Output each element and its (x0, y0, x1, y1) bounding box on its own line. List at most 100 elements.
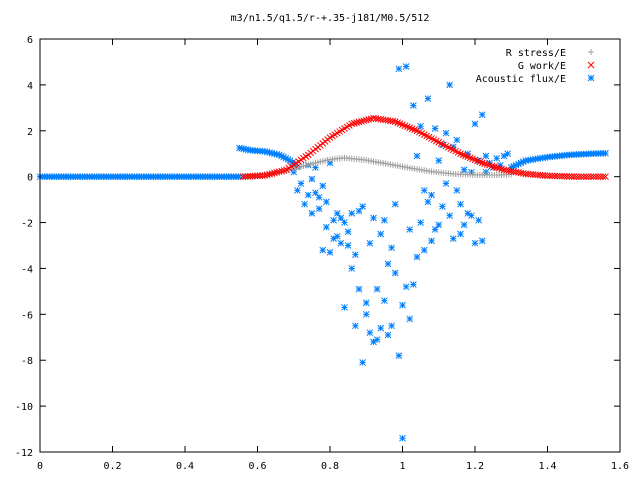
data-point (377, 324, 385, 332)
y-tick-label: 6 (27, 35, 33, 46)
data-point (326, 249, 334, 256)
data-point (482, 152, 490, 160)
data-point (391, 200, 399, 208)
data-point (580, 173, 588, 181)
legend-label: R stress/E (506, 48, 566, 59)
data-point (402, 283, 410, 291)
data-point (337, 239, 345, 247)
data-point (471, 239, 479, 247)
data-point (355, 118, 363, 126)
x-tick-label: 0 (37, 461, 43, 472)
data-point (481, 160, 489, 168)
data-point (273, 150, 281, 158)
data-point (478, 237, 486, 245)
data-point (493, 164, 501, 171)
data-point (399, 301, 406, 309)
data-point (263, 148, 271, 156)
data-point (577, 173, 585, 181)
data-point (271, 169, 278, 177)
data-point (355, 285, 363, 293)
data-point (350, 119, 358, 127)
data-point (420, 187, 428, 194)
data-point (355, 207, 363, 215)
data-point (488, 162, 496, 170)
data-point (280, 153, 287, 161)
data-point (348, 210, 356, 217)
data-point (282, 154, 290, 162)
data-point (395, 352, 403, 359)
legend-label: G work/E (518, 61, 566, 72)
data-point (446, 81, 453, 89)
data-point (439, 203, 446, 210)
data-point (495, 164, 503, 172)
data-point (512, 161, 520, 169)
data-point (388, 322, 395, 330)
data-point (333, 232, 341, 240)
y-tick-label: -12 (15, 448, 33, 459)
data-point (370, 214, 377, 222)
data-point (273, 168, 281, 176)
data-point (373, 285, 381, 293)
data-point (326, 159, 334, 167)
data-point (410, 281, 417, 288)
data-point (468, 168, 475, 176)
series-acoustic-flux-e (36, 63, 609, 442)
data-point (424, 198, 432, 206)
data-point (294, 162, 301, 170)
data-point (478, 111, 486, 119)
data-point (344, 242, 352, 249)
data-point (391, 269, 399, 277)
data-point (471, 120, 479, 128)
y-tick-label: -2 (21, 219, 33, 230)
data-point (590, 173, 597, 181)
data-point (301, 200, 308, 208)
data-point (517, 159, 525, 167)
data-point (507, 164, 515, 171)
data-point (599, 173, 607, 181)
data-point (297, 180, 305, 187)
data-point (359, 203, 366, 210)
data-point (602, 173, 609, 181)
data-point (493, 154, 501, 162)
data-point (370, 338, 377, 346)
data-point (406, 315, 414, 323)
data-point (417, 219, 424, 226)
data-point (323, 223, 330, 231)
data-point (490, 163, 498, 171)
data-point (319, 182, 327, 190)
y-tick-label: 0 (27, 173, 33, 184)
data-point (483, 161, 491, 168)
series-g-work-e (239, 114, 609, 181)
data-point (399, 434, 406, 442)
x-tick-label: 1.2 (466, 461, 484, 472)
data-point (366, 329, 374, 337)
data-point (275, 151, 283, 159)
data-point (275, 168, 283, 176)
data-point (498, 165, 505, 173)
data-point (460, 166, 468, 174)
data-point (602, 149, 609, 157)
data-point (442, 129, 450, 137)
data-point (573, 173, 580, 181)
data-point (435, 221, 443, 229)
data-point (360, 117, 368, 125)
data-point (582, 173, 590, 181)
data-point (428, 191, 435, 199)
data-point (271, 150, 278, 158)
data-point (417, 122, 424, 130)
data-point (348, 265, 356, 272)
data-point (570, 173, 578, 180)
x-tick-label: 1 (399, 461, 405, 472)
data-point (341, 304, 348, 311)
data-point (457, 230, 464, 238)
data-point (362, 310, 370, 318)
data-point (389, 117, 397, 125)
data-point (381, 216, 388, 224)
data-point (330, 216, 337, 224)
data-point (475, 216, 482, 224)
data-point (384, 331, 392, 339)
data-point (497, 161, 504, 169)
data-point (500, 152, 508, 160)
data-point (315, 193, 323, 201)
data-point (304, 191, 312, 199)
